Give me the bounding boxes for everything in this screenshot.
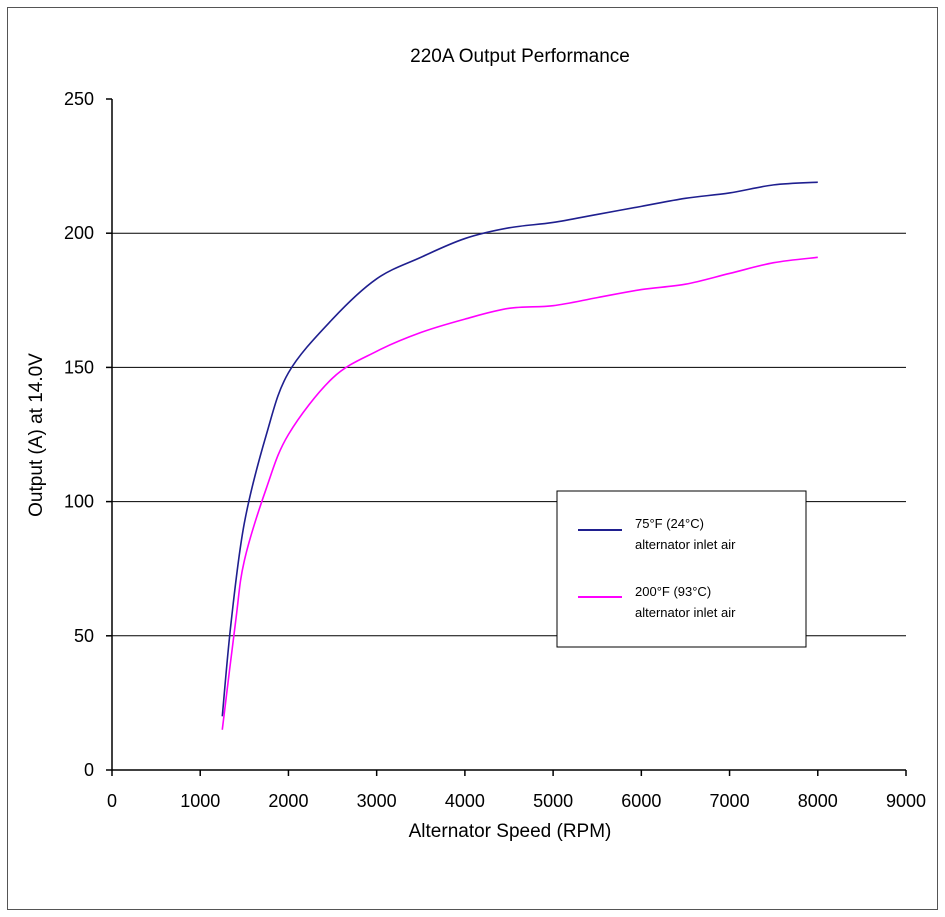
y-tick-label-200: 200 <box>64 223 94 243</box>
y-tick-label-150: 150 <box>64 357 94 377</box>
x-tick-label-0: 0 <box>107 791 117 811</box>
legend-label-series-2-line2: alternator inlet air <box>635 605 736 620</box>
x-tick-label-4000: 4000 <box>445 791 485 811</box>
y-ticks: 0 50 100 150 200 250 <box>64 89 112 780</box>
series-line-1 <box>221 181 818 717</box>
series-lines <box>221 181 818 730</box>
y-tick-label-0: 0 <box>84 760 94 780</box>
x-tick-label-8000: 8000 <box>798 791 838 811</box>
x-ticks: 0 1000 2000 3000 4000 5000 6000 7000 8000 9000 <box>107 770 926 811</box>
y-axis-title: Output (A) at 14.0V <box>26 353 47 517</box>
y-tick-label-50: 50 <box>74 626 94 646</box>
legend-label-series-1-line2: alternator inlet air <box>635 537 736 552</box>
x-axis-title: Alternator Speed (RPM) <box>409 821 612 842</box>
legend-box <box>556 490 807 648</box>
legend-label-series-2-line1: 200°F (93°C) <box>635 584 711 599</box>
y-tick-label-250: 250 <box>64 89 94 109</box>
legend-label-series-1-line1: 75°F (24°C) <box>635 516 704 531</box>
chart-title: 220A Output Performance <box>410 46 630 67</box>
x-tick-label-6000: 6000 <box>621 791 661 811</box>
x-tick-label-1000: 1000 <box>180 791 220 811</box>
series-line-2 <box>221 256 818 730</box>
x-tick-label-2000: 2000 <box>268 791 308 811</box>
x-tick-label-7000: 7000 <box>710 791 750 811</box>
x-tick-label-9000: 9000 <box>886 791 926 811</box>
chart-frame <box>7 7 938 910</box>
y-tick-label-100: 100 <box>64 492 94 512</box>
x-tick-label-3000: 3000 <box>357 791 397 811</box>
x-tick-label-5000: 5000 <box>533 791 573 811</box>
legend: 75°F (24°C) alternator inlet air 200°F (… <box>556 490 807 648</box>
